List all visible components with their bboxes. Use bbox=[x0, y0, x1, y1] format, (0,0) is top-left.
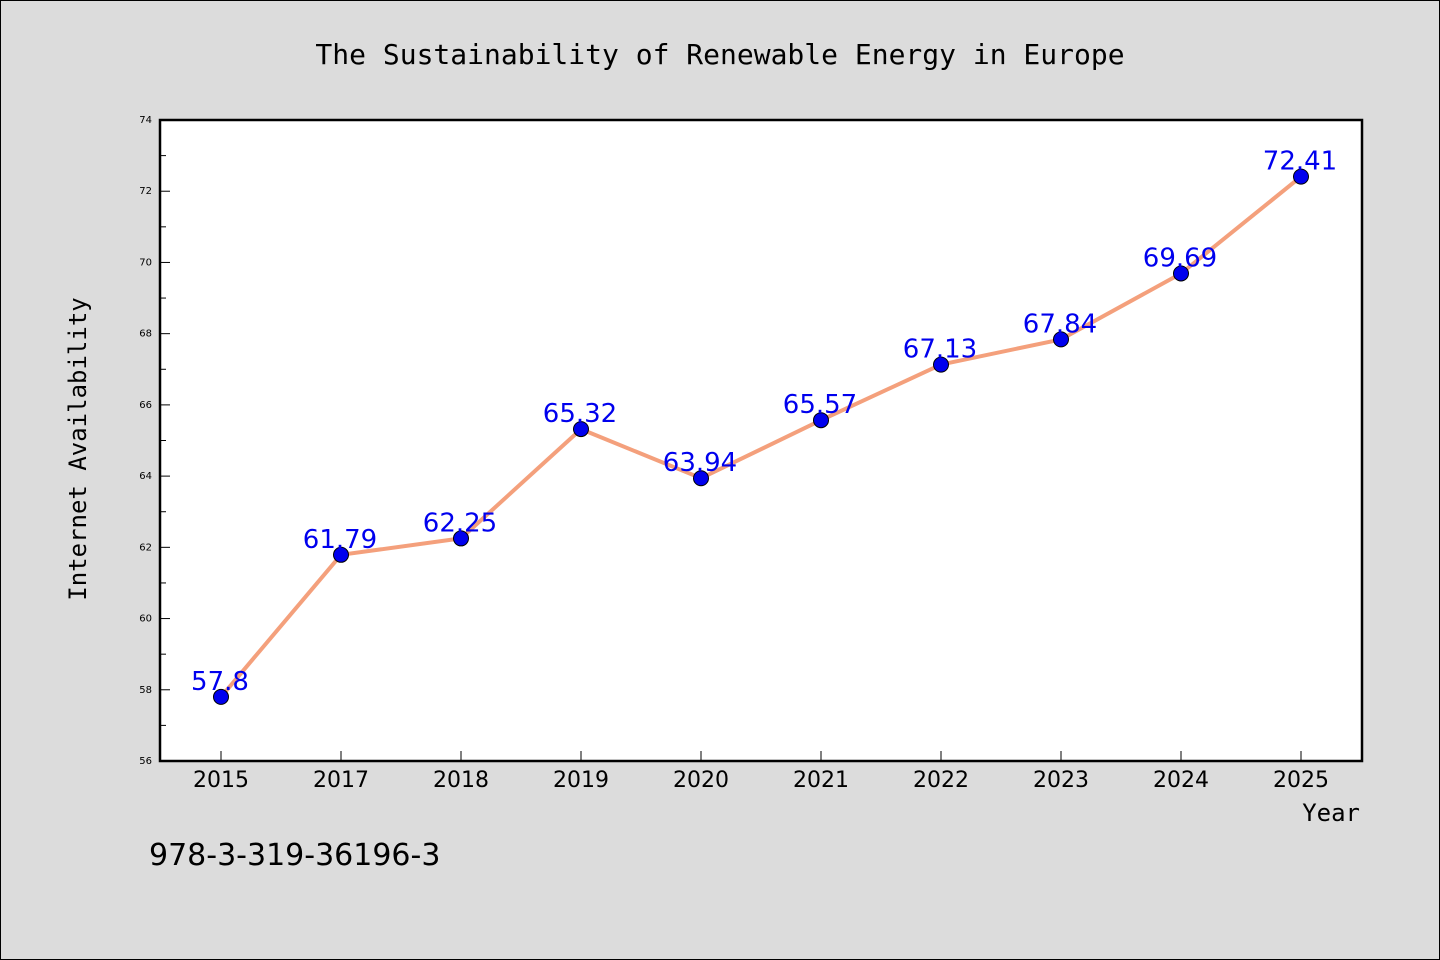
data-point bbox=[1173, 265, 1189, 282]
y-tick-label: 62 bbox=[139, 542, 152, 553]
x-tick-label: 2019 bbox=[553, 768, 609, 793]
y-tick-label: 74 bbox=[139, 115, 152, 126]
data-label: 67.13 bbox=[903, 335, 977, 365]
data-point bbox=[1053, 331, 1069, 348]
x-axis-label: Year bbox=[1302, 799, 1360, 827]
data-point bbox=[573, 421, 589, 438]
data-label: 72.41 bbox=[1263, 147, 1337, 177]
data-label: 69.69 bbox=[1143, 243, 1217, 273]
y-tick-label: 68 bbox=[139, 329, 152, 340]
data-label: 62.25 bbox=[423, 508, 497, 538]
data-label: 63.94 bbox=[663, 448, 737, 478]
x-tick-label: 2018 bbox=[433, 768, 489, 793]
y-tick-label: 56 bbox=[139, 756, 152, 767]
y-tick-label: 64 bbox=[139, 471, 152, 482]
data-label: 61.79 bbox=[303, 525, 377, 555]
data-markers bbox=[213, 168, 1309, 705]
y-tick-label: 58 bbox=[139, 685, 152, 696]
data-point bbox=[1293, 168, 1309, 185]
x-axis-ticks: 2015 2017 2018 2019 2020 2021 2022 2023 2024 2025 bbox=[193, 751, 1329, 793]
annotation-text: 978-3-319-36196-3 bbox=[149, 838, 440, 873]
data-point bbox=[693, 470, 709, 487]
data-label: 65.32 bbox=[543, 399, 617, 429]
x-tick-label: 2022 bbox=[913, 768, 969, 793]
y-tick-label: 70 bbox=[139, 257, 152, 268]
plot-area bbox=[158, 118, 1364, 763]
data-point bbox=[813, 412, 829, 429]
data-point bbox=[933, 356, 949, 373]
y-axis-label: Internet Availability bbox=[64, 297, 92, 600]
data-point bbox=[333, 546, 349, 563]
data-label: 65.57 bbox=[783, 390, 857, 420]
data-label: 57.8 bbox=[191, 667, 249, 697]
x-tick-label: 2020 bbox=[673, 768, 729, 793]
data-point bbox=[453, 530, 469, 547]
x-tick-label: 2017 bbox=[313, 768, 369, 793]
series-line bbox=[219, 175, 1303, 699]
data-label: 67.84 bbox=[1023, 309, 1097, 339]
x-tick-label: 2025 bbox=[1273, 768, 1329, 793]
x-tick-label: 2023 bbox=[1033, 768, 1089, 793]
x-tick-label: 2021 bbox=[793, 768, 849, 793]
x-tick-label: 2015 bbox=[193, 768, 249, 793]
y-tick-label: 72 bbox=[139, 186, 152, 197]
data-labels: 57.8 61.79 62.25 65.32 63.94 65.57 67.13 67.84 6… bbox=[191, 147, 1337, 697]
y-tick-label: 66 bbox=[139, 400, 152, 411]
y-axis-ticks: 56 58 60 62 64 66 68 70 72 74 bbox=[139, 115, 170, 767]
y-tick-label: 60 bbox=[139, 614, 152, 625]
chart-title: The Sustainability of Renewable Energy i… bbox=[315, 38, 1124, 71]
x-tick-label: 2024 bbox=[1153, 768, 1209, 793]
data-point bbox=[213, 688, 229, 705]
